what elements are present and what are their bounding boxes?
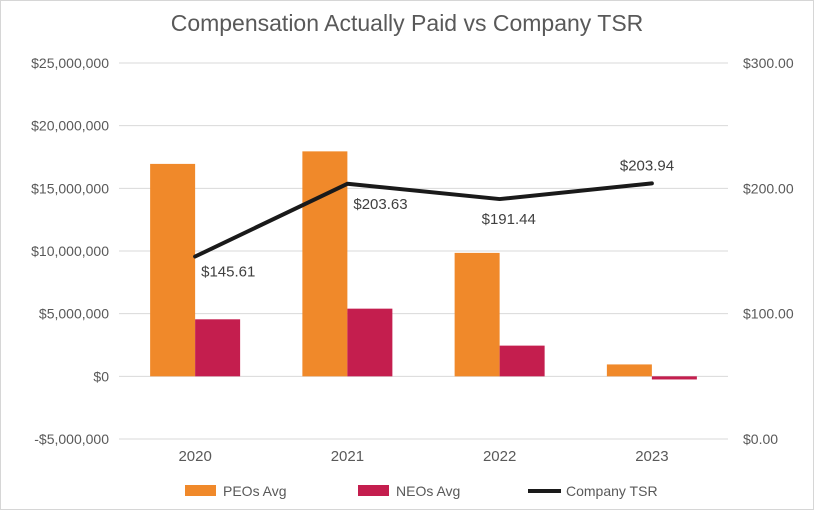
right-axis-tick-label: $100.00	[743, 306, 794, 322]
right-axis-ticks: $0.00 $100.00 $200.00 $300.00	[743, 55, 794, 447]
tsr-line-path	[193, 181, 654, 259]
bar-neos-avg	[347, 308, 393, 377]
bar-neos-avg	[195, 319, 241, 377]
left-axis-tick-label: $25,000,000	[31, 55, 109, 71]
right-axis-tick-label: $300.00	[743, 55, 794, 71]
left-axis-ticks: -$5,000,000 $0 $5,000,000 $10,000,000 $15,00…	[31, 55, 109, 447]
tsr-line	[193, 181, 654, 259]
left-axis-tick-label: $20,000,000	[31, 118, 109, 134]
bar-neos-avg	[651, 376, 697, 380]
legend-label: NEOs Avg	[396, 483, 460, 499]
right-axis-tick-label: $0.00	[743, 431, 778, 447]
category-label: 2022	[483, 448, 516, 465]
legend-label: Company TSR	[566, 483, 658, 499]
tsr-data-label: $191.44	[482, 211, 536, 228]
category-label: 2020	[178, 448, 211, 465]
left-axis-tick-label: -$5,000,000	[34, 431, 109, 447]
left-axis-tick-label: $15,000,000	[31, 180, 109, 196]
legend-swatch	[185, 485, 216, 496]
bar-peos-avg	[150, 163, 196, 377]
left-axis-tick-label: $10,000,000	[31, 243, 109, 259]
bars	[150, 151, 697, 380]
category-labels: 2020 2021 2022 2023	[178, 448, 668, 465]
category-label: 2021	[331, 448, 364, 465]
bar-peos-avg	[606, 364, 652, 377]
legend-label: PEOs Avg	[223, 483, 287, 499]
chart-title: Compensation Actually Paid vs Company TS…	[171, 10, 644, 36]
left-axis-tick-label: $0	[93, 368, 109, 384]
tsr-data-label: $203.94	[620, 157, 674, 174]
tsr-data-label: $145.61	[201, 264, 255, 281]
legend: PEOs Avg NEOs Avg Company TSR	[185, 483, 658, 499]
left-axis-tick-label: $5,000,000	[39, 306, 109, 322]
bar-peos-avg	[454, 252, 500, 377]
bar-neos-avg	[499, 345, 545, 377]
category-label: 2023	[635, 448, 668, 465]
right-axis-tick-label: $200.00	[743, 180, 794, 196]
legend-swatch	[358, 485, 389, 496]
tsr-data-label: $203.63	[353, 196, 407, 213]
tsr-data-labels: $145.61 $203.63 $191.44 $203.94	[201, 157, 674, 280]
